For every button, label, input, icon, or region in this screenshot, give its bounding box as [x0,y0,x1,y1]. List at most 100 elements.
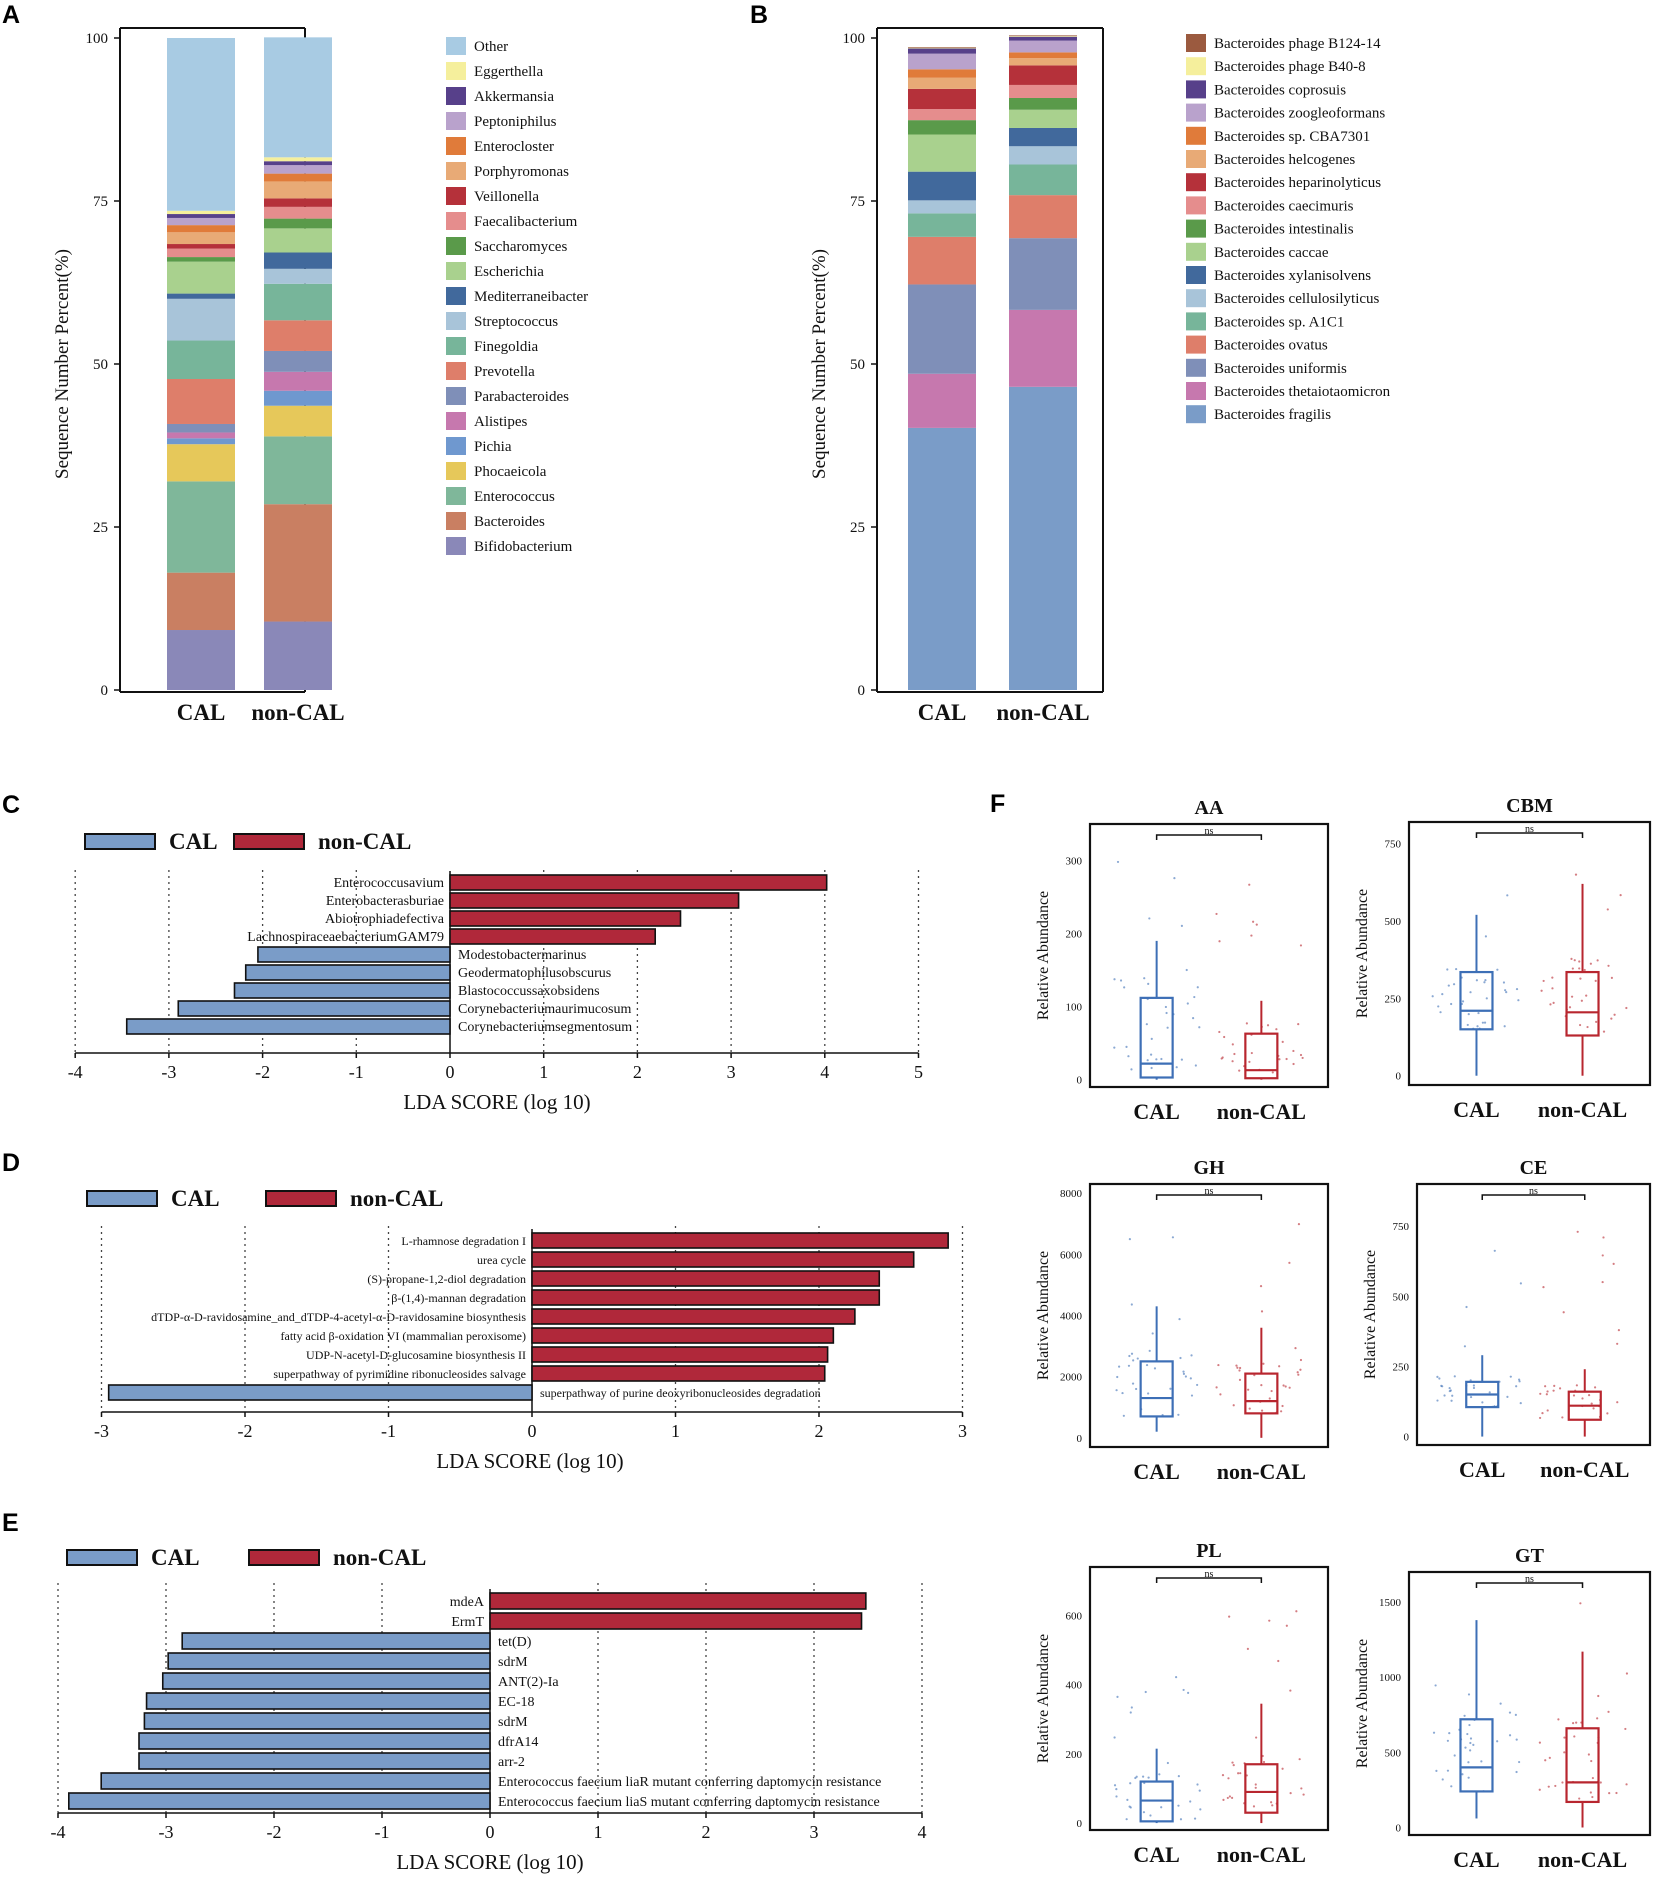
jitter-point [1446,1739,1449,1742]
jitter-point [1446,1769,1450,1772]
jitter-point [1575,1721,1578,1724]
bar-label: Modestobactermarinus [458,948,586,963]
panel-label-c: C [2,791,20,819]
legend-swatch [1186,34,1206,52]
jitter-point [1467,1776,1470,1779]
significance-bracket [1155,1577,1263,1583]
jitter-point [1252,1805,1256,1808]
y-axis-title: Sequence Number Percent(%) [52,249,73,479]
jitter-point [1301,1056,1304,1060]
panel-a: 0 25 50 75 100 Sequence Number Percent(%) CAL n… [52,27,588,725]
legend-swatch [1186,312,1206,331]
jitter-point [1558,1387,1562,1390]
jitter-point [1469,1741,1472,1745]
x-tick-label: 1 [594,1822,603,1842]
jitter-point [1158,1773,1161,1776]
legend-entry: Bacteroides helcogenes [1214,152,1355,168]
bar-label: fatty acid β-oxidation VI (mammalian per… [281,1329,526,1343]
significance-bracket [1475,832,1584,838]
significance-label: ns [1205,1186,1214,1197]
jitter-point [1607,1710,1610,1713]
bar-label: β-(1,4)-mannan degradation [391,1291,526,1305]
legend-entry: Prevotella [474,364,535,380]
jitter-point [1180,924,1184,927]
box [1244,1763,1279,1814]
y-tick-label: 750 [1385,839,1402,851]
legend-swatch [1186,335,1206,354]
y-tick-label: 300 [1066,856,1083,868]
bar-segment [264,181,332,199]
legend-entry: Saccharomyces [474,239,567,255]
jitter-point [1231,1043,1234,1046]
significance-label: ns [1529,1186,1538,1197]
legend-swatch [248,1549,320,1566]
jitter-point [1259,1285,1263,1288]
legend-entry: Streptococcus [474,314,558,330]
lda-bar [489,1612,863,1630]
bar-label: ErmT [451,1615,484,1630]
jitter-point [1601,1280,1604,1284]
jitter-point [1248,1060,1251,1063]
y-tick-label: 100 [86,31,109,47]
lda-bar [531,1232,949,1249]
significance-label: ns [1205,1569,1214,1580]
jitter-point [1147,1776,1150,1779]
x-tick-label: 3 [958,1421,967,1441]
legend-entry: Bacteroides sp. A1C1 [1214,314,1344,330]
jitter-point [1125,1045,1128,1048]
x-tick-label: -2 [238,1421,253,1441]
jitter-point [1160,1057,1163,1061]
legend-swatch [1186,358,1206,377]
significance-label: ns [1205,826,1214,837]
jitter-point [1228,1615,1231,1618]
bar-segment [908,236,976,285]
bar-segment [908,171,976,201]
box-plot-gt: GT 0 500 1000 1500 Relative Abundance ns CAL non… [1354,1545,1652,1872]
jitter-point [1469,1749,1472,1752]
x-tick-label: CAL [1133,1459,1179,1484]
jitter-point [1115,1795,1118,1798]
jitter-point [1450,1399,1453,1402]
jitter-point [1557,1718,1560,1721]
legend-swatch [446,37,466,55]
legend-entry: Bacteroides caecimuris [1214,198,1354,214]
plot-title: AA [1195,797,1224,819]
lda-bar [100,1772,491,1790]
jitter-point [1126,1798,1129,1801]
legend-entry: non-CAL [318,829,411,854]
jitter-point [1171,1236,1175,1239]
jitter-point [1145,1023,1148,1026]
lda-bar [143,1712,491,1730]
jitter-point [1548,1756,1551,1759]
jitter-point [1481,1021,1484,1024]
legend-entry: Bacteroides zoogleoformans [1214,106,1385,122]
jitter-point [1504,989,1507,992]
legend-swatch [446,62,466,80]
jitter-point [1450,1002,1453,1006]
x-tick-label: CAL [177,700,226,725]
bar-segment [1009,109,1077,128]
jitter-point [1180,1058,1183,1061]
jitter-point [1298,1758,1301,1761]
jitter-point [1142,1811,1146,1814]
jitter-point [1552,1001,1555,1004]
bar-segment [1009,238,1077,310]
jitter-point [1277,1659,1280,1663]
jitter-point [1215,912,1218,916]
legend-swatch [86,1190,158,1207]
bar-segment [167,38,235,211]
jitter-point [1519,1282,1522,1285]
lda-bar [161,1672,491,1690]
lda-bar [531,1289,881,1306]
jitter-point [1268,1397,1271,1400]
lda-bar [68,1792,491,1810]
box-plot-ce: CE 0 250 500 750 Relative Abundance ns CAL non-C… [1362,1157,1652,1482]
legend-entry: CAL [169,829,218,854]
x-axis-title: LDA SCORE (log 10) [396,1850,583,1874]
jitter-point [1218,1030,1221,1034]
legend-swatch [446,112,466,130]
y-tick-label: 100 [843,31,866,47]
bar-segment [908,213,976,237]
jitter-point [1199,1808,1202,1811]
jitter-point [1542,979,1545,983]
